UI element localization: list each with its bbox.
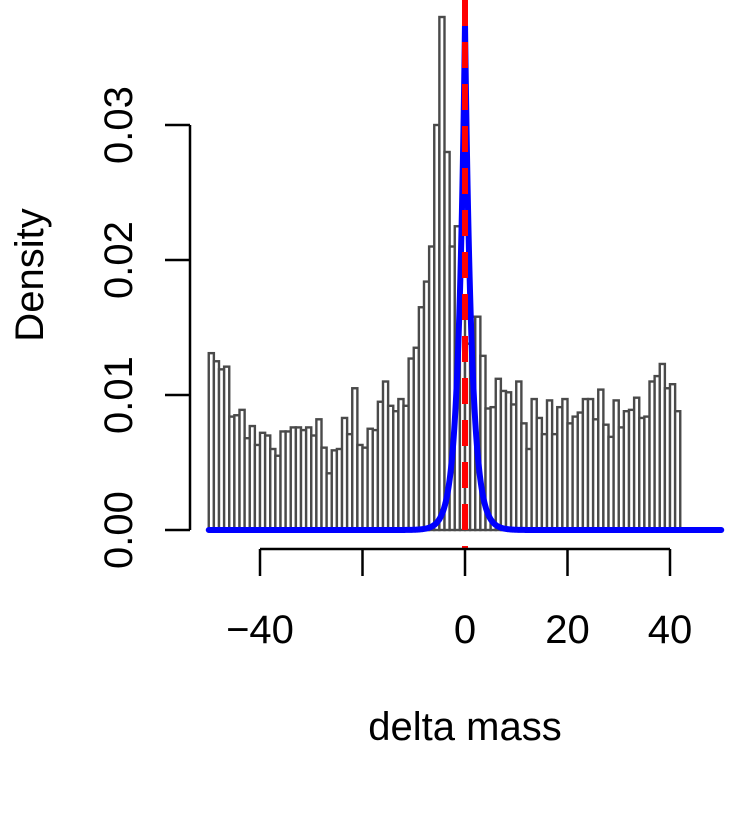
histogram-bar: [673, 410, 682, 532]
y-axis-title: Density: [8, 208, 52, 341]
y-axis-ticks: 0.00 0.01 0.02 0.03: [97, 86, 190, 569]
x-axis-title: delta mass: [368, 705, 561, 749]
x-tick-label: −40: [226, 608, 294, 652]
histogram-bars: [207, 15, 682, 532]
x-tick-label: 20: [545, 608, 590, 652]
y-tick-label: 0.00: [97, 491, 141, 569]
x-tick-label: 40: [648, 608, 693, 652]
x-tick-label: 0: [454, 608, 476, 652]
y-tick-label: 0.01: [97, 356, 141, 434]
x-axis-ticks: −40 0 20 40: [226, 549, 692, 652]
y-tick-label: 0.02: [97, 221, 141, 299]
y-tick-label: 0.03: [97, 86, 141, 164]
